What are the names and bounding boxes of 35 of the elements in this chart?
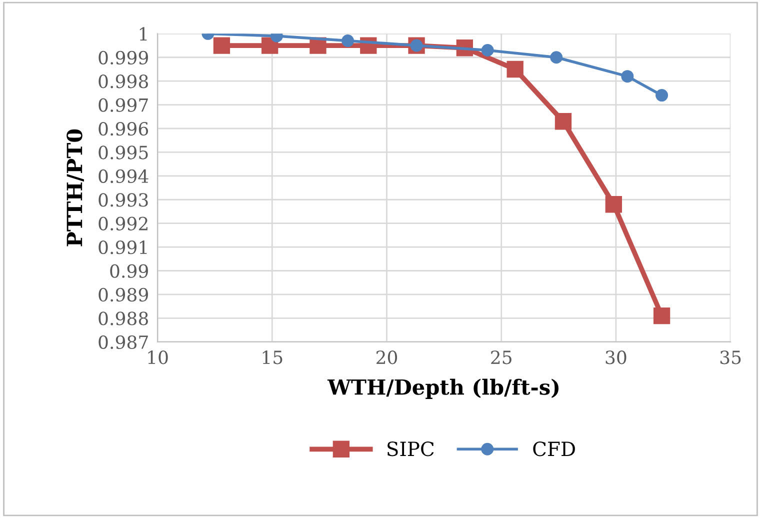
y-tick-label: 0.99: [110, 264, 148, 278]
point: [342, 34, 354, 48]
y-tick-label: 0.989: [98, 288, 148, 302]
legend-label: CFD: [533, 442, 575, 456]
point: [262, 37, 278, 54]
point: [506, 60, 524, 78]
x-tick-label: 35: [720, 350, 741, 364]
x-axis-title: WTH/Depth (lb/ft-s): [327, 378, 558, 399]
y-tick-label: 0.987: [98, 335, 148, 349]
point: [605, 196, 622, 213]
y-axis-title: PTTH/PT0: [66, 129, 84, 246]
x-tick-label: 20: [376, 350, 398, 364]
y-tick-label: 0.991: [98, 240, 147, 254]
y-tick-label: 0.988: [98, 312, 148, 326]
x-tick-label: 30: [606, 350, 626, 364]
y-tick-label: 0.993: [98, 193, 148, 207]
point: [213, 37, 230, 54]
x-tick-label: 10: [148, 350, 168, 364]
y-tick-label: 0.998: [98, 74, 148, 88]
point: [550, 51, 563, 64]
point: [653, 307, 670, 324]
y-tick-label: 1: [140, 27, 147, 41]
point: [621, 70, 634, 83]
x-tick-label: 25: [491, 350, 512, 364]
y-tick-label: 0.994: [98, 169, 148, 184]
y-tick-label: 0.995: [98, 146, 148, 160]
y-tick-label: 0.992: [98, 216, 148, 230]
point: [656, 89, 668, 102]
y-tick-label: 0.997: [98, 98, 148, 112]
y-tick-label: 0.996: [98, 122, 148, 136]
legend-label: SIPC: [388, 442, 434, 456]
point: [554, 113, 572, 130]
x-tick-label: 15: [262, 350, 282, 364]
point: [481, 44, 494, 57]
y-tick-label: 0.999: [98, 50, 148, 64]
